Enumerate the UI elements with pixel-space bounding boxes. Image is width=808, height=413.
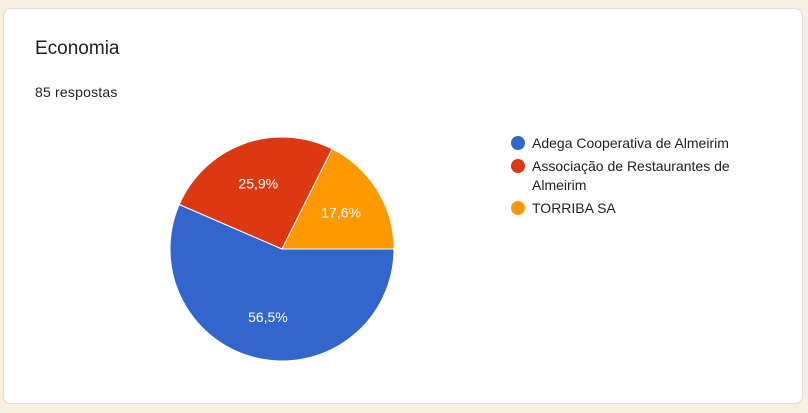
question-title: Economia: [35, 38, 120, 59]
legend-swatch-icon: [511, 201, 525, 215]
legend-item[interactable]: TORRIBA SA: [511, 199, 771, 218]
chart-card: Economia 85 respostas: [3, 8, 803, 404]
legend-item[interactable]: Associação de Restaurantes de Almeirim: [511, 157, 771, 195]
pie-slice[interactable]: [281, 148, 395, 250]
pie-slice[interactable]: [169, 203, 395, 362]
slice-label: 56,5%: [248, 309, 288, 325]
legend-label: TORRIBA SA: [532, 200, 616, 216]
slice-label: 25,9%: [238, 176, 278, 192]
legend-label: Associação de Restaurantes de Almeirim: [532, 158, 730, 193]
response-count: 85 respostas: [35, 84, 118, 100]
legend: Adega Cooperativa de Almeirim Associação…: [511, 134, 771, 222]
slice-label: 17,6%: [321, 205, 361, 221]
pie-slice[interactable]: [178, 136, 333, 250]
legend-swatch-icon: [511, 159, 525, 173]
legend-label: Adega Cooperativa de Almeirim: [532, 135, 729, 151]
legend-swatch-icon: [511, 136, 525, 150]
legend-item[interactable]: Adega Cooperativa de Almeirim: [511, 134, 771, 153]
